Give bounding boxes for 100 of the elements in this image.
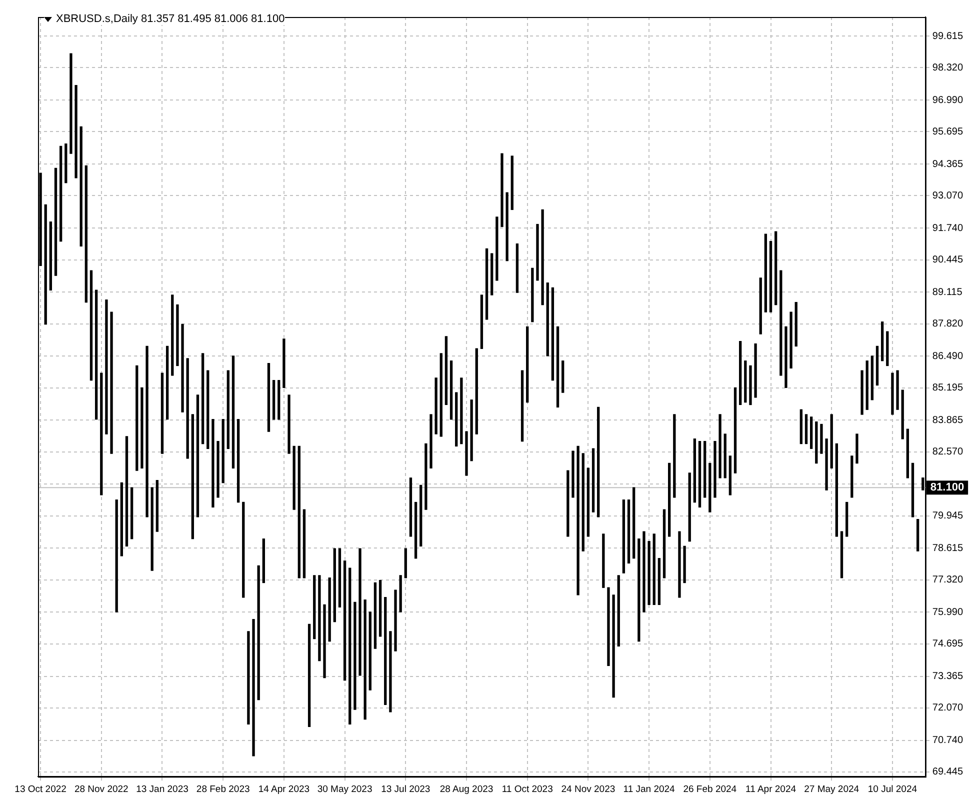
y-tick-label: 89.115	[932, 286, 963, 298]
bar	[500, 153, 504, 228]
bar	[490, 253, 494, 296]
y-tick-label: 83.865	[932, 414, 964, 426]
bar	[354, 602, 356, 710]
x-tick-label: 28 Aug 2023	[440, 784, 494, 795]
bar	[820, 424, 823, 454]
bar	[80, 126, 82, 247]
y-tick-label: 93.070	[932, 190, 964, 202]
bar	[648, 540, 650, 606]
y-tick-label: 75.990	[932, 606, 964, 618]
bar	[617, 575, 620, 646]
bar	[506, 192, 508, 262]
bar	[566, 470, 570, 537]
bar	[90, 270, 93, 381]
bar	[652, 534, 656, 606]
bar	[870, 356, 874, 400]
bar	[343, 560, 346, 681]
bar	[576, 446, 580, 596]
bar	[278, 380, 280, 420]
bar	[840, 531, 844, 578]
bar	[252, 618, 255, 756]
bar	[668, 462, 671, 537]
bar	[642, 531, 646, 612]
x-tick-label: 11 Apr 2024	[745, 784, 796, 795]
y-tick-label: 86.490	[932, 350, 964, 362]
bar	[744, 360, 747, 403]
x-tick-label: 30 May 2023	[317, 784, 372, 795]
bar	[450, 360, 453, 420]
bar	[526, 326, 529, 403]
bar	[232, 356, 235, 468]
bar	[688, 472, 691, 542]
bar	[592, 448, 595, 512]
bar	[186, 358, 189, 459]
bar	[84, 165, 88, 303]
y-tick-label: 82.570	[932, 446, 964, 458]
bar	[110, 312, 113, 454]
bar	[120, 482, 123, 556]
bar	[105, 300, 108, 434]
y-tick-label: 69.445	[932, 766, 964, 778]
bar	[698, 440, 702, 508]
bar	[364, 599, 366, 720]
bar	[622, 500, 626, 574]
bar	[226, 370, 230, 449]
bar	[308, 624, 311, 727]
bar	[399, 575, 402, 612]
bar	[835, 443, 838, 537]
bar	[59, 146, 62, 242]
bar	[374, 582, 377, 649]
bar	[389, 631, 392, 712]
bar	[181, 324, 184, 412]
bar	[440, 353, 442, 437]
x-tick-label: 11 Oct 2023	[502, 784, 553, 795]
y-tick-label: 95.695	[932, 126, 964, 138]
y-tick-label: 78.615	[932, 542, 964, 554]
bar	[115, 500, 118, 612]
bar	[247, 631, 250, 724]
bar	[906, 428, 909, 478]
bar	[460, 378, 463, 444]
y-tick-label: 85.195	[932, 382, 964, 394]
bar	[384, 597, 387, 705]
bar	[627, 500, 630, 564]
bar	[44, 204, 47, 325]
bar	[475, 348, 478, 434]
bar	[64, 143, 68, 184]
bar	[444, 336, 448, 406]
x-tick-label: 24 Nov 2023	[561, 784, 616, 795]
bar	[891, 372, 894, 415]
bar	[876, 346, 879, 386]
bar	[313, 575, 316, 640]
bar	[704, 440, 706, 498]
x-tick-label: 27 May 2024	[804, 784, 860, 795]
bar	[774, 231, 778, 306]
bar	[860, 370, 864, 415]
y-tick-label: 70.740	[932, 735, 964, 746]
bar	[683, 546, 686, 584]
y-tick-label: 98.320	[932, 62, 964, 74]
bar	[496, 216, 498, 281]
bar	[531, 268, 534, 322]
bar	[409, 478, 412, 537]
bar	[678, 531, 681, 598]
bar	[804, 414, 808, 444]
bar	[658, 558, 661, 606]
bar	[602, 534, 605, 588]
bar	[708, 462, 712, 512]
bar	[551, 287, 554, 381]
bar	[632, 487, 636, 559]
bar	[718, 414, 722, 478]
bar	[292, 446, 296, 510]
bar	[267, 362, 270, 432]
bar	[856, 434, 858, 464]
bar	[896, 370, 899, 410]
bar	[556, 326, 560, 408]
y-tick-label: 87.820	[932, 318, 964, 330]
bar	[404, 548, 407, 578]
bar	[394, 590, 397, 652]
bar	[70, 53, 72, 154]
bar	[638, 538, 640, 642]
x-tick-label: 26 Feb 2024	[683, 784, 737, 795]
bar	[714, 440, 716, 498]
